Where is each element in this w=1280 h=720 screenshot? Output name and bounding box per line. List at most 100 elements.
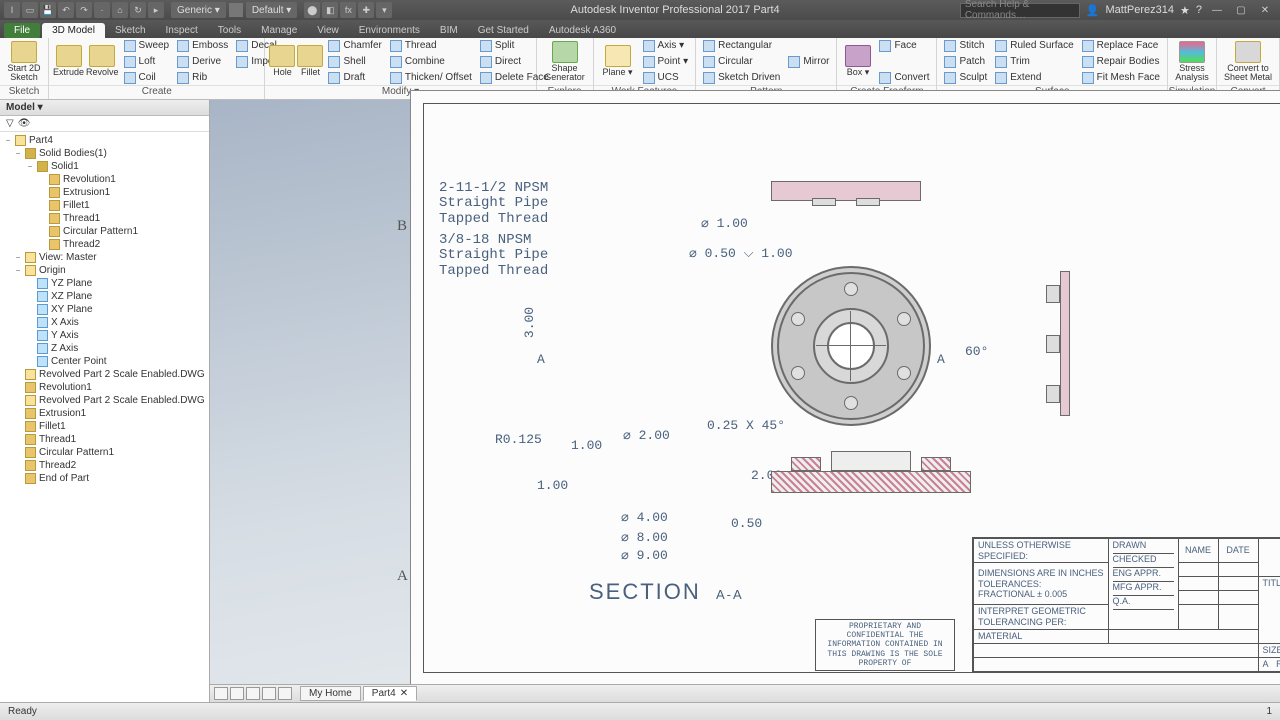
axis-button[interactable]: Axis ▾ (640, 38, 692, 53)
viewport[interactable]: 3D B B A A 2-11-1/2 NPSM Straight Pipe T… (210, 100, 1280, 702)
tree-node[interactable]: Revolution1 (0, 173, 209, 186)
tab-file[interactable]: File (4, 23, 40, 38)
browser-header[interactable]: Model ▾ (0, 100, 209, 116)
qat-misc3-icon[interactable]: fx (340, 2, 356, 18)
rectpattern-button[interactable]: Rectangular (700, 38, 783, 53)
doc-tab-part4[interactable]: Part4✕ (363, 686, 417, 701)
tree-node[interactable]: −Solid1 (0, 160, 209, 173)
minimize-button[interactable]: — (1208, 3, 1226, 18)
tab-get-started[interactable]: Get Started (468, 23, 539, 38)
ruled-button[interactable]: Ruled Surface (992, 38, 1076, 53)
tree-node[interactable]: Thread1 (0, 212, 209, 225)
loft-button[interactable]: Loft (121, 54, 173, 69)
tree-node[interactable]: End of Part (0, 472, 209, 485)
tab-environments[interactable]: Environments (349, 23, 430, 38)
eye-icon[interactable]: 👁 (18, 118, 31, 129)
qat-misc4-icon[interactable]: ✚ (358, 2, 374, 18)
tree-node[interactable]: X Axis (0, 316, 209, 329)
close-tab-icon[interactable]: ✕ (400, 688, 408, 699)
tab-tools[interactable]: Tools (208, 23, 251, 38)
tree-node[interactable]: Revolution1 (0, 381, 209, 394)
thread-button[interactable]: Thread (387, 38, 475, 53)
favorites-icon[interactable]: ★ (1180, 4, 1190, 17)
help-icon[interactable]: ? (1196, 4, 1202, 16)
sculpt-button[interactable]: Sculpt (941, 70, 990, 85)
thicken-button[interactable]: Thicken/ Offset (387, 70, 475, 85)
tree-node[interactable]: Fillet1 (0, 199, 209, 212)
plane-button[interactable]: Plane ▾ (598, 45, 638, 77)
open-icon[interactable]: ▭ (22, 2, 38, 18)
qat-misc2-icon[interactable]: ◧ (322, 2, 338, 18)
user-name[interactable]: MattPerez314 (1106, 4, 1174, 16)
tree-node[interactable]: Extrusion1 (0, 407, 209, 420)
undo-icon[interactable]: ↶ (58, 2, 74, 18)
shapegen-button[interactable]: Shape Generator (541, 41, 589, 83)
doc-tab-home[interactable]: My Home (300, 686, 361, 701)
view-toggle-icons[interactable] (214, 687, 292, 700)
redo-icon[interactable]: ↷ (76, 2, 92, 18)
shell-button[interactable]: Shell (325, 54, 384, 69)
sketchdriven-button[interactable]: Sketch Driven (700, 70, 783, 85)
box-button[interactable]: Box ▾ (841, 45, 874, 77)
tree-node[interactable]: Z Axis (0, 342, 209, 355)
appearance-dropdown[interactable]: Default ▾ (246, 2, 298, 18)
maximize-button[interactable]: ▢ (1232, 3, 1250, 18)
derive-button[interactable]: Derive (174, 54, 231, 69)
trim-button[interactable]: Trim (992, 54, 1076, 69)
tab-bim[interactable]: BIM (430, 23, 468, 38)
tree-node[interactable]: Circular Pattern1 (0, 225, 209, 238)
appearance-swatch-icon[interactable] (229, 3, 243, 17)
tree-node[interactable]: XZ Plane (0, 290, 209, 303)
tree-node[interactable]: Fillet1 (0, 420, 209, 433)
tree-node[interactable]: Center Point (0, 355, 209, 368)
help-search-input[interactable]: Search Help & Commands… (960, 3, 1080, 18)
filter-icon[interactable]: ▽ (6, 118, 14, 129)
extend-button[interactable]: Extend (992, 70, 1076, 85)
model-tree[interactable]: −Part4 −Solid Bodies(1)−Solid1Revolution… (0, 132, 209, 702)
tree-node[interactable]: Revolved Part 2 Scale Enabled.DWG (0, 368, 209, 381)
qat-update-icon[interactable]: ↻ (130, 2, 146, 18)
qat-overflow-icon[interactable]: ▾ (376, 2, 392, 18)
start-sketch-button[interactable]: Start 2D Sketch (4, 41, 44, 83)
tree-node[interactable]: Thread1 (0, 433, 209, 446)
stress-button[interactable]: Stress Analysis (1172, 41, 1212, 83)
signin-icon[interactable]: 👤 (1086, 4, 1100, 17)
repair-button[interactable]: Repair Bodies (1079, 54, 1163, 69)
extrude-button[interactable]: Extrude (53, 45, 84, 77)
rib-button[interactable]: Rib (174, 70, 231, 85)
qat-misc1-icon[interactable]: ⬤ (304, 2, 320, 18)
tab-inspect[interactable]: Inspect (156, 23, 208, 38)
tree-node[interactable]: Revolved Part 2 Scale Enabled.DWG (0, 394, 209, 407)
qat-home-icon[interactable]: ⌂ (112, 2, 128, 18)
emboss-button[interactable]: Emboss (174, 38, 231, 53)
material-dropdown[interactable]: Generic ▾ (171, 2, 226, 18)
tab-view[interactable]: View (307, 23, 349, 38)
stitch-button[interactable]: Stitch (941, 38, 990, 53)
patch-button[interactable]: Patch (941, 54, 990, 69)
tree-node[interactable]: YZ Plane (0, 277, 209, 290)
tree-node[interactable]: Circular Pattern1 (0, 446, 209, 459)
coil-button[interactable]: Coil (121, 70, 173, 85)
fitmesh-button[interactable]: Fit Mesh Face (1079, 70, 1163, 85)
circpattern-button[interactable]: Circular (700, 54, 783, 69)
hole-button[interactable]: Hole (269, 45, 295, 77)
tree-node[interactable]: XY Plane (0, 303, 209, 316)
tree-node[interactable]: Thread2 (0, 238, 209, 251)
tab-sketch[interactable]: Sketch (105, 23, 156, 38)
tree-node[interactable]: Extrusion1 (0, 186, 209, 199)
combine-button[interactable]: Combine (387, 54, 475, 69)
app-icon[interactable]: I (4, 2, 20, 18)
tree-root[interactable]: −Part4 (0, 134, 209, 147)
revolve-button[interactable]: Revolve (86, 45, 119, 77)
tab-3d-model[interactable]: 3D Model (42, 23, 105, 38)
close-button[interactable]: ✕ (1256, 3, 1274, 18)
sheetmetal-button[interactable]: Convert to Sheet Metal (1221, 41, 1275, 83)
save-icon[interactable]: 💾 (40, 2, 56, 18)
tab-a360[interactable]: Autodesk A360 (539, 23, 626, 38)
tree-node[interactable]: −Origin (0, 264, 209, 277)
tab-manage[interactable]: Manage (251, 23, 307, 38)
chamfer-button[interactable]: Chamfer (325, 38, 384, 53)
replaceface-button[interactable]: Replace Face (1079, 38, 1163, 53)
sweep-button[interactable]: Sweep (121, 38, 173, 53)
tree-node[interactable]: Thread2 (0, 459, 209, 472)
